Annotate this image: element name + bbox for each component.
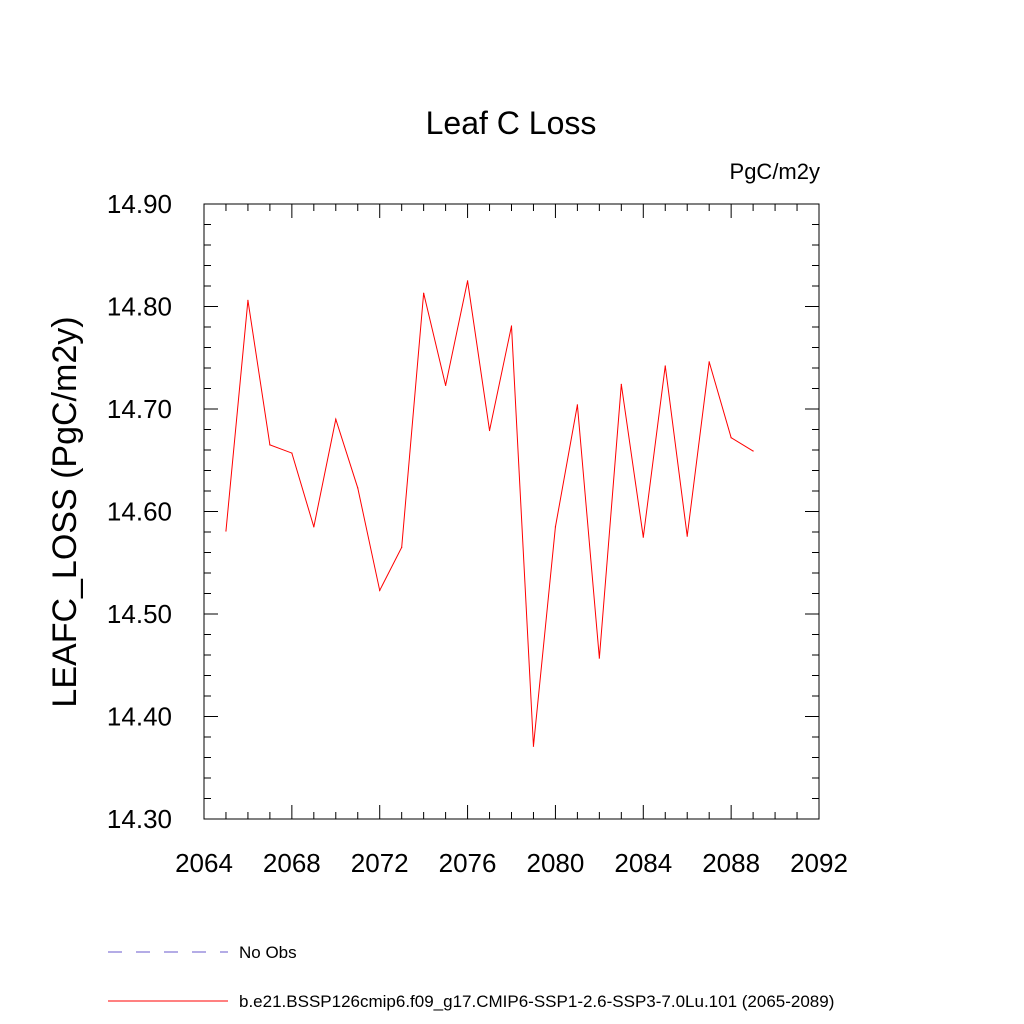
legend-label-1: b.e21.BSSP126cmip6.f09_g17.CMIP6-SSP1-2.… bbox=[239, 992, 834, 1011]
plot-frame bbox=[203, 203, 820, 820]
data-point bbox=[598, 657, 600, 659]
data-point bbox=[335, 418, 337, 420]
x-tick-label: 2084 bbox=[614, 848, 672, 878]
data-point bbox=[532, 745, 535, 747]
x-tick-label: 2072 bbox=[351, 848, 409, 878]
x-tick-label: 2076 bbox=[439, 848, 497, 878]
y-tick-label: 14.90 bbox=[107, 189, 172, 219]
data-point bbox=[664, 365, 666, 367]
y-tick-label: 14.30 bbox=[107, 804, 172, 834]
data-point bbox=[488, 429, 491, 432]
data-point bbox=[576, 404, 578, 406]
data-point bbox=[686, 535, 688, 537]
x-tick-label: 2088 bbox=[702, 848, 760, 878]
data-point bbox=[730, 437, 732, 439]
y-tick-label: 14.60 bbox=[107, 497, 172, 527]
y-tick-label: 14.40 bbox=[107, 702, 172, 732]
data-point bbox=[445, 384, 447, 387]
series-group bbox=[225, 280, 754, 747]
axis-ticks bbox=[203, 203, 820, 820]
data-point bbox=[752, 450, 754, 452]
legend: No Obs b.e21.BSSP126cmip6.f09_g17.CMIP6-S… bbox=[108, 943, 834, 1011]
data-point bbox=[466, 280, 469, 282]
chart-title: Leaf C Loss bbox=[426, 105, 597, 141]
y-tick-label: 14.80 bbox=[107, 292, 172, 322]
x-tick-label: 2080 bbox=[527, 848, 585, 878]
x-tick-label: 2068 bbox=[263, 848, 321, 878]
x-tick-labels: 2064 2068 2072 2076 2080 2084 2088 2092 bbox=[175, 848, 848, 878]
data-point bbox=[554, 526, 557, 528]
data-point bbox=[225, 530, 227, 532]
y-tick-label: 14.50 bbox=[107, 599, 172, 629]
y-tick-labels: 14.30 14.40 14.50 14.60 14.70 14.80 14.90 bbox=[107, 189, 172, 834]
series-line-0 bbox=[225, 280, 754, 747]
data-point bbox=[247, 299, 249, 301]
data-point bbox=[401, 546, 403, 548]
data-point bbox=[269, 444, 271, 446]
data-point bbox=[642, 536, 644, 538]
data-point bbox=[357, 487, 359, 489]
units-label: PgC/m2y bbox=[730, 159, 820, 184]
x-tick-label: 2064 bbox=[175, 848, 233, 878]
y-tick-label: 14.70 bbox=[107, 394, 172, 424]
data-point bbox=[291, 452, 293, 454]
x-tick-label: 2092 bbox=[790, 848, 848, 878]
data-point bbox=[708, 361, 710, 363]
data-point bbox=[423, 292, 425, 294]
y-axis-label: LEAFC_LOSS (PgC/m2y) bbox=[46, 316, 84, 707]
legend-label-0: No Obs bbox=[239, 943, 297, 962]
data-point bbox=[620, 383, 622, 385]
data-point bbox=[379, 589, 381, 592]
data-point bbox=[313, 526, 315, 528]
data-point bbox=[510, 325, 513, 327]
